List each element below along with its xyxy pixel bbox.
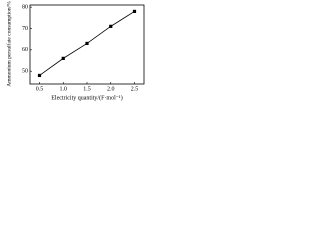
y-tick-label: 50 xyxy=(22,69,28,75)
y-tick-label: 70 xyxy=(22,26,28,32)
marker xyxy=(37,73,42,78)
x-tick-label: 2.5 xyxy=(131,86,139,92)
x-tick-label: 1.5 xyxy=(83,86,91,92)
chart: Electricity quantity/(F·mol⁻¹) Ammonium … xyxy=(5,1,145,101)
x-tick-label: 0.5 xyxy=(36,86,44,92)
x-axis-title: Electricity quantity/(F·mol⁻¹) xyxy=(51,94,122,101)
x-tick-label: 2.0 xyxy=(107,86,115,92)
marker xyxy=(109,24,113,28)
y-tick-label: 80 xyxy=(22,5,28,11)
x-tick-label: 1.0 xyxy=(60,86,68,92)
marker xyxy=(85,41,89,46)
y-tick-label: 60 xyxy=(22,47,28,53)
marker xyxy=(61,56,65,60)
y-axis-title: Ammonium persulfate consumption/% xyxy=(5,1,12,87)
marker xyxy=(132,9,137,14)
